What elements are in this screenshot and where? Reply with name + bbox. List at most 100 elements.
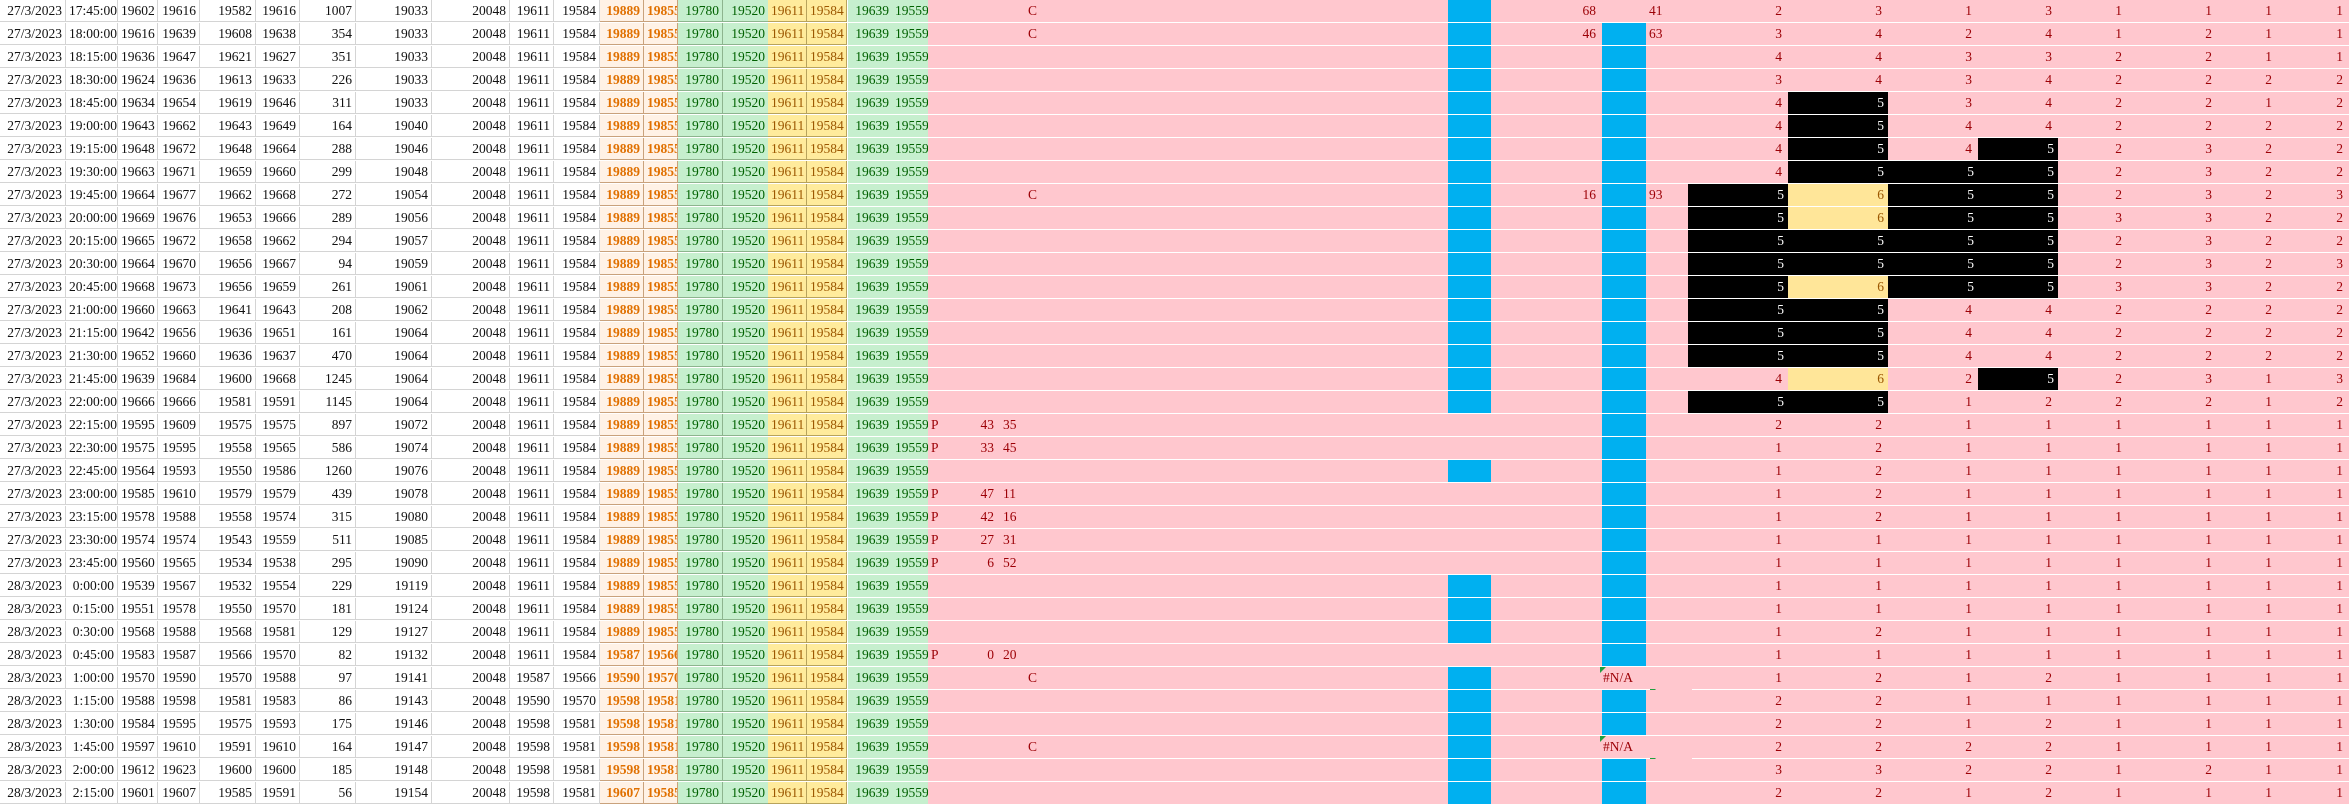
value-cell[interactable]: 19611 (768, 690, 807, 712)
value-cell[interactable]: 19855 (644, 575, 678, 597)
metric-cell[interactable]: 1 (1788, 529, 1888, 551)
value-cell[interactable]: 19581 (644, 736, 678, 758)
value-cell[interactable]: 20048 (432, 345, 510, 367)
value-cell[interactable]: 20048 (432, 46, 510, 68)
metric-cell[interactable]: 1 (2128, 529, 2218, 551)
value-cell[interactable]: 19889 (600, 529, 644, 551)
date-cell[interactable]: 28/3/2023 (0, 713, 66, 735)
metric-cell[interactable]: 1 (2128, 782, 2218, 804)
value-cell[interactable]: 19611 (510, 253, 554, 275)
date-cell[interactable]: 28/3/2023 (0, 782, 66, 804)
value-cell[interactable]: 19046 (356, 138, 432, 160)
metric-cell[interactable]: 5 (1688, 207, 1788, 229)
value-cell[interactable]: 19611 (768, 529, 807, 551)
date-cell[interactable]: 27/3/2023 (0, 253, 66, 275)
value-cell[interactable]: 19520 (723, 782, 769, 804)
value-cell[interactable]: 161 (300, 322, 356, 344)
metric-cell[interactable]: 2 (2058, 161, 2128, 183)
value-cell[interactable]: 20048 (432, 184, 510, 206)
value-cell[interactable]: 19033 (356, 46, 432, 68)
value-cell[interactable]: 20048 (432, 782, 510, 804)
value-cell[interactable]: 19780 (678, 782, 723, 804)
value-cell[interactable]: 19581 (200, 391, 256, 413)
metric-cell[interactable]: 1 (2128, 575, 2218, 597)
metric-cell[interactable]: 1 (1888, 713, 1978, 735)
value-cell[interactable]: 19855 (644, 161, 678, 183)
value-cell[interactable]: 19554 (256, 575, 300, 597)
value-cell[interactable]: 19780 (678, 621, 723, 643)
value-cell[interactable]: 19855 (644, 138, 678, 160)
date-cell[interactable]: 28/3/2023 (0, 621, 66, 643)
value-cell[interactable]: 19633 (256, 69, 300, 91)
value-cell[interactable]: 19623 (158, 759, 200, 781)
metric-cell[interactable]: 4 (1978, 322, 2058, 344)
c-marker-cell[interactable] (1025, 391, 1055, 413)
date-cell[interactable]: 27/3/2023 (0, 276, 66, 298)
c-value-cell[interactable] (1646, 345, 1688, 367)
value-cell[interactable]: 19584 (807, 46, 847, 68)
value-cell[interactable]: 19520 (723, 644, 769, 666)
value-cell[interactable]: 19658 (200, 230, 256, 252)
metric-cell[interactable]: 2 (2058, 322, 2128, 344)
value-cell[interactable]: 19584 (554, 207, 600, 229)
p-value-cell[interactable] (958, 138, 1000, 160)
c-value-cell[interactable]: 93 (1646, 184, 1688, 206)
c-value-cell[interactable] (1646, 414, 1688, 436)
value-cell[interactable]: 19611 (510, 529, 554, 551)
value-cell[interactable]: 19639 (848, 230, 892, 252)
time-cell[interactable]: 18:15:00 (66, 46, 118, 68)
metric-cell[interactable]: 2 (2058, 92, 2128, 114)
value-cell[interactable]: 19584 (554, 184, 600, 206)
value-cell[interactable]: 19520 (723, 46, 769, 68)
value-cell[interactable]: 19056 (356, 207, 432, 229)
value-cell[interactable]: 19559 (892, 161, 928, 183)
metric-cell[interactable]: 3 (1888, 46, 1978, 68)
value-cell[interactable]: 19584 (807, 414, 847, 436)
value-cell[interactable]: 19584 (554, 391, 600, 413)
value-cell[interactable]: 20048 (432, 644, 510, 666)
c-value-cell[interactable] (1560, 483, 1602, 505)
metric-cell[interactable]: 1 (2278, 46, 2349, 68)
value-cell[interactable]: 19611 (768, 575, 807, 597)
value-cell[interactable]: 19598 (510, 713, 554, 735)
p-value-cell[interactable] (958, 23, 1000, 45)
value-cell[interactable]: 19855 (644, 460, 678, 482)
value-cell[interactable]: 19566 (554, 667, 600, 689)
value-cell[interactable]: 19584 (554, 345, 600, 367)
time-cell[interactable]: 23:00:00 (66, 483, 118, 505)
date-cell[interactable]: 28/3/2023 (0, 575, 66, 597)
value-cell[interactable]: 19570 (200, 667, 256, 689)
value-cell[interactable]: 19780 (678, 115, 723, 137)
value-cell[interactable]: 229 (300, 575, 356, 597)
metric-cell[interactable]: 2 (2218, 253, 2278, 275)
value-cell[interactable]: 19855 (644, 253, 678, 275)
metric-cell[interactable]: 2 (2278, 230, 2349, 252)
value-cell[interactable]: 19600 (256, 759, 300, 781)
value-cell[interactable]: 19072 (356, 414, 432, 436)
metric-cell[interactable]: 1 (1888, 621, 1978, 643)
c-value-cell[interactable] (1560, 368, 1602, 390)
c-value-cell[interactable] (1560, 460, 1602, 482)
value-cell[interactable]: 19855 (644, 207, 678, 229)
metric-cell[interactable]: 1 (1888, 483, 1978, 505)
time-cell[interactable]: 21:30:00 (66, 345, 118, 367)
value-cell[interactable]: 19611 (510, 437, 554, 459)
value-cell[interactable]: 19568 (200, 621, 256, 643)
c-value-cell[interactable]: #N/A (1600, 667, 1650, 689)
c-value-cell[interactable]: 16 (1560, 184, 1602, 206)
value-cell[interactable]: 19656 (158, 322, 200, 344)
value-cell[interactable]: 19642 (118, 322, 158, 344)
metric-cell[interactable]: 2 (1978, 782, 2058, 804)
value-cell[interactable]: 19520 (723, 506, 769, 528)
p-value-cell[interactable] (958, 621, 1000, 643)
metric-cell[interactable]: 1 (1688, 437, 1788, 459)
p-marker-cell[interactable] (928, 598, 958, 620)
p-value-cell[interactable]: 27 (958, 529, 1000, 551)
value-cell[interactable]: 19780 (678, 368, 723, 390)
metric-cell[interactable]: 1 (2128, 414, 2218, 436)
value-cell[interactable]: 19584 (554, 46, 600, 68)
value-cell[interactable]: 19639 (848, 276, 892, 298)
value-cell[interactable]: 19567 (158, 575, 200, 597)
metric-cell[interactable]: 3 (1688, 759, 1788, 781)
metric-cell[interactable]: 2 (2058, 115, 2128, 137)
